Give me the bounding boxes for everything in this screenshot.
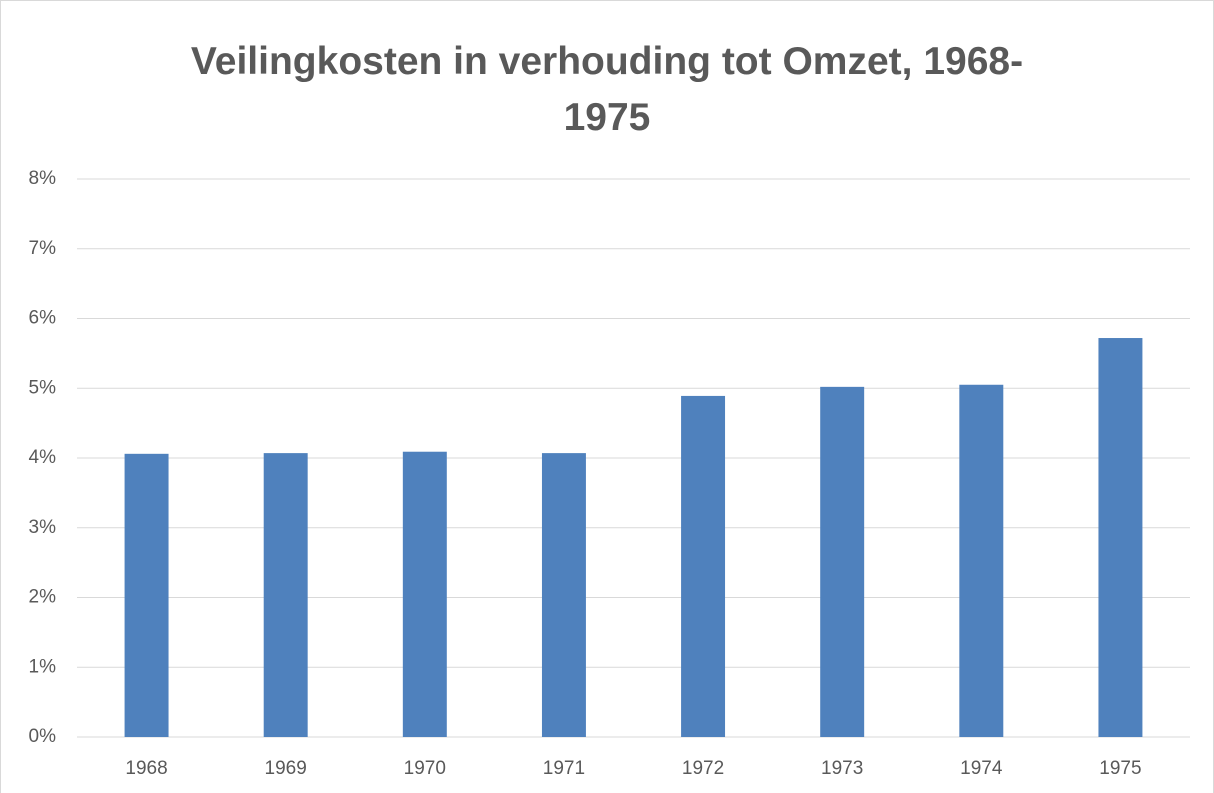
bar xyxy=(541,453,586,737)
x-tick-label: 1968 xyxy=(125,758,167,779)
y-tick-label: 2% xyxy=(29,587,57,608)
bar xyxy=(959,384,1004,737)
x-tick-label: 1975 xyxy=(1099,758,1141,779)
x-tick-label: 1969 xyxy=(265,758,307,779)
x-tick-label: 1974 xyxy=(960,758,1003,779)
y-tick-label: 3% xyxy=(29,517,57,538)
y-tick-label: 4% xyxy=(29,447,57,468)
bar xyxy=(820,386,865,737)
bar xyxy=(263,453,308,737)
y-tick-label: 6% xyxy=(29,308,57,329)
bar xyxy=(1098,338,1143,737)
bar xyxy=(681,395,726,737)
x-tick-label: 1971 xyxy=(543,758,585,779)
y-tick-label: 1% xyxy=(29,656,57,677)
chart-title: Veilingkosten in verhouding tot Omzet, 1… xyxy=(190,40,1024,139)
y-tick-label: 0% xyxy=(29,726,57,747)
x-tick-label: 1972 xyxy=(682,758,724,779)
y-tick-label: 7% xyxy=(29,238,57,259)
x-tick-label: 1970 xyxy=(404,758,446,779)
x-tick-label: 1973 xyxy=(821,758,863,779)
bar xyxy=(124,453,169,737)
bar xyxy=(402,451,447,737)
y-tick-label: 8% xyxy=(29,168,57,189)
y-tick-label: 5% xyxy=(29,377,57,398)
